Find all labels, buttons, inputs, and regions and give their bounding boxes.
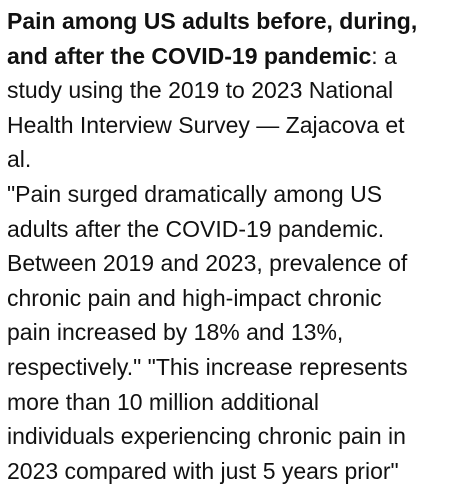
citation-detail: Health Interview Survey — Zajacova et	[7, 111, 405, 138]
quote-line: Between 2019 and 2023, prevalence of	[7, 250, 408, 277]
citation-title: Pain among US adults before, during,	[7, 8, 418, 34]
quote-line: 2023 compared with just 5 years prior"	[7, 457, 399, 484]
citation-detail: study using the 2019 to 2023 National	[7, 77, 394, 104]
quote: "Pain surged dramatically among US adults…	[7, 177, 456, 488]
text-line: Pain among US adults before, during,	[7, 4, 456, 39]
citation-detail: al.	[7, 146, 32, 173]
quote-line: adults after the COVID-19 pandemic.	[7, 215, 385, 242]
quote-line: respectively." "This increase represents	[7, 353, 408, 380]
quote-line: pain increased by 18% and 13%,	[7, 319, 344, 346]
post-text: Pain among US adults before, during, and…	[7, 4, 456, 488]
quote-line: chronic pain and high-impact chronic	[7, 284, 382, 311]
text-line: and after the COVID-19 pandemic: a	[7, 39, 456, 74]
quote-line: individuals experiencing chronic pain in	[7, 423, 406, 450]
citation-detail: : a	[371, 42, 397, 69]
quote-line: more than 10 million additional	[7, 388, 319, 415]
quote-line: "Pain surged dramatically among US	[7, 180, 383, 207]
citation-title: and after the COVID-19 pandemic	[7, 42, 372, 69]
